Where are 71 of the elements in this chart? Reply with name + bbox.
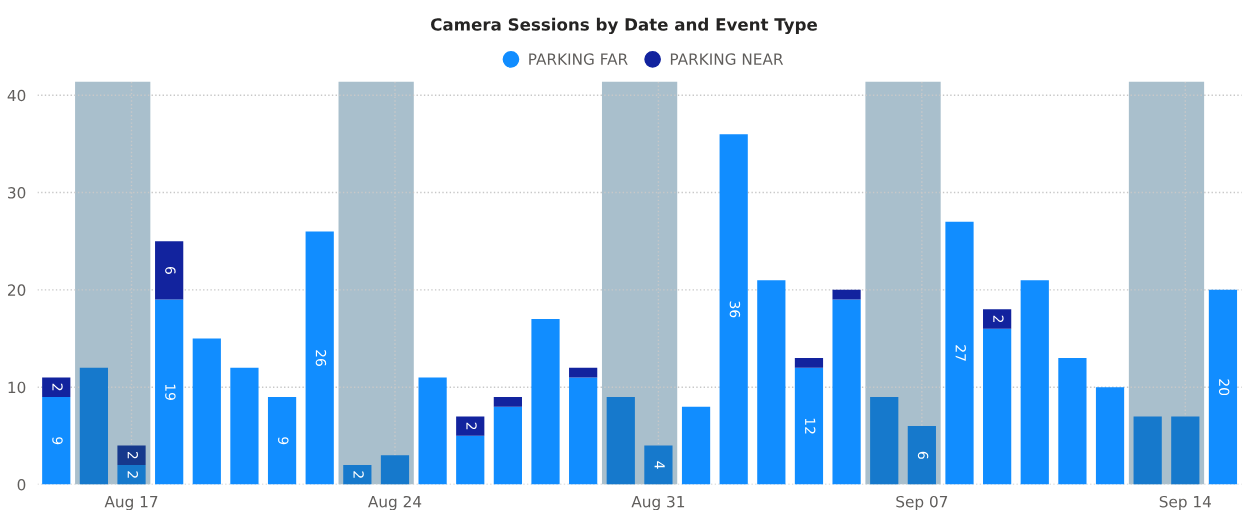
bar	[117, 445, 146, 466]
data-label: 36	[729, 301, 741, 318]
bar	[832, 299, 861, 485]
data-label: 2	[993, 315, 1004, 323]
bar	[343, 465, 372, 485]
bar	[569, 377, 598, 485]
bar	[267, 396, 297, 485]
bar	[569, 367, 598, 378]
bar	[1058, 357, 1087, 485]
data-label: 2	[127, 451, 138, 459]
bar	[380, 455, 410, 485]
bar	[493, 396, 522, 407]
bar	[456, 435, 485, 485]
x-tick-label: Sep 14	[1159, 495, 1211, 510]
bar	[1020, 280, 1049, 485]
bar	[79, 367, 109, 485]
x-tick-label: Sep 07	[896, 495, 948, 510]
bar	[757, 280, 786, 485]
bar	[681, 406, 711, 485]
data-label: 2	[52, 383, 63, 391]
x-tick-label: Aug 31	[631, 495, 685, 510]
y-tick-label: 20	[8, 284, 26, 296]
bar	[42, 377, 71, 397]
bar	[456, 416, 485, 436]
bar	[531, 319, 560, 485]
data-label: 12	[805, 418, 816, 434]
bar	[945, 221, 974, 485]
bar	[1133, 416, 1162, 485]
data-label: 19	[165, 384, 176, 400]
bar	[606, 396, 635, 485]
bar	[907, 426, 936, 485]
data-label: 2	[127, 471, 138, 478]
y-tick-label: 40	[7, 89, 26, 102]
bar	[983, 309, 1012, 329]
data-label: 9	[52, 437, 63, 445]
bar	[794, 367, 824, 485]
chart-title: Camera Sessions by Date and Event Type	[431, 17, 817, 35]
bar	[983, 328, 1012, 485]
data-label: 2	[353, 471, 364, 478]
bar	[418, 377, 447, 485]
bar	[192, 338, 221, 485]
y-tick-label: 30	[8, 187, 26, 199]
bar	[155, 299, 184, 485]
bar	[1208, 289, 1238, 485]
legend-label: PARKING NEAR	[670, 53, 784, 65]
bar	[1171, 416, 1200, 485]
bar	[117, 465, 146, 485]
data-label: 6	[165, 266, 176, 274]
legend-label: PARKING FAR	[529, 53, 628, 65]
bar	[42, 396, 71, 485]
data-label: 6	[917, 451, 929, 459]
data-label: 4	[654, 461, 665, 469]
x-tick-label: Aug 24	[368, 495, 422, 510]
bar	[155, 241, 184, 300]
y-tick-label: 0	[17, 478, 26, 491]
x-tick-label: Aug 17	[104, 496, 158, 510]
y-tick-label: 10	[8, 381, 26, 394]
bar	[493, 406, 522, 485]
bar	[719, 134, 748, 485]
bar	[305, 231, 334, 485]
bar	[644, 445, 673, 485]
data-label: 2	[466, 422, 477, 430]
data-label: 9	[278, 437, 289, 445]
bar	[870, 396, 899, 485]
data-label: 20	[1218, 379, 1230, 396]
bar	[1095, 387, 1125, 485]
data-label: 27	[955, 345, 966, 361]
bar	[832, 289, 861, 300]
bar	[230, 367, 259, 485]
data-label: 26	[315, 350, 327, 366]
bar	[794, 357, 824, 368]
